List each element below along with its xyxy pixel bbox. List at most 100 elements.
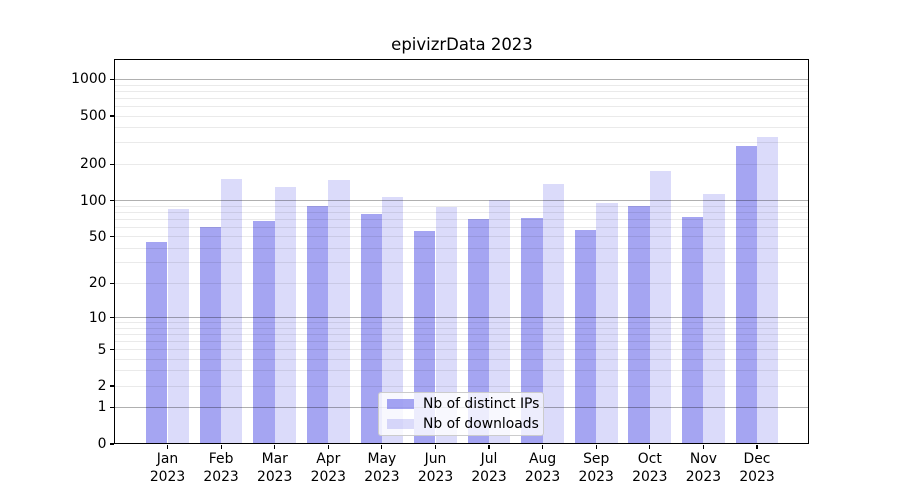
gridline-major [115,78,810,80]
gridline-minor [115,340,810,342]
bar-distinct-ips [306,206,329,444]
gridline-minor [115,115,810,117]
gridline-minor [115,333,810,335]
y-tick-label: 500 [79,108,107,124]
bar-distinct-ips [735,145,757,444]
y-tick-label: 200 [79,156,107,173]
y-tick-label: 5 [97,341,107,358]
gridline-minor [115,385,810,387]
legend-label-distinct-ips: Nb of distinct IPs [423,395,540,412]
x-axis-tick [756,444,758,449]
x-tick-label: Jan 2023 [149,451,186,485]
y-tick-label: 0 [97,436,107,452]
y-tick-label: 50 [88,228,107,245]
bar-distinct-ips [467,219,489,444]
y-tick-label: 20 [88,275,107,292]
bar-downloads [596,202,618,444]
gridline-minor [115,282,810,284]
gridline-minor [115,163,810,165]
x-axis-tick [702,444,704,449]
gridline-minor [115,370,810,372]
y-tick-label: 2 [97,378,107,394]
bar-downloads [435,207,457,444]
y-tick-label: 100 [79,192,107,209]
x-axis-tick [649,444,651,449]
bar-distinct-ips [199,227,222,444]
gridline-minor [115,218,810,220]
bar-downloads [489,200,511,444]
x-axis-tick [595,444,597,449]
gridline-minor [115,322,810,323]
y-tick-label: 1000 [71,71,107,88]
gridline-minor [115,211,810,213]
bar-downloads [167,209,189,444]
x-axis-tick [381,444,383,449]
y-axis-tick [110,235,114,238]
y-axis-tick [110,282,114,284]
y-axis-tick [110,78,114,80]
bar-distinct-ips [521,218,543,444]
x-tick-label: Dec 2023 [739,451,775,485]
bar-downloads [542,184,564,444]
y-tick-label: 10 [88,309,107,326]
bar-downloads [221,179,243,444]
bar-downloads [649,170,672,444]
x-axis-tick [274,444,276,449]
y-axis-tick [110,316,114,319]
legend: Nb of distinct IPs Nb of downloads [378,392,544,436]
y-axis-tick [110,443,114,445]
y-tick-label: 1 [97,399,107,416]
y-axis-tick [110,163,114,165]
y-axis-tick [110,115,114,117]
legend-row-downloads: Nb of downloads [387,416,543,433]
x-tick-label: Nov 2023 [685,451,722,485]
x-tick-label: Mar 2023 [257,451,293,485]
gridline-minor [115,262,810,264]
legend-swatch-downloads-icon [387,419,414,429]
gridline-minor [115,226,810,228]
chart-title: epivizrData 2023 [391,35,533,54]
x-axis-tick [434,444,437,449]
bar-distinct-ips [414,230,436,444]
y-axis-tick [110,385,114,387]
bar-downloads [381,196,404,444]
gridline-minor [115,97,810,99]
bar-downloads [328,180,350,444]
x-tick-label: Aug 2023 [524,451,561,485]
x-tick-label: Oct 2023 [632,451,668,485]
legend-label-downloads: Nb of downloads [423,415,539,432]
gridline-minor [115,90,810,92]
gridline-minor [115,127,810,129]
y-axis-tick [110,406,114,408]
bar-distinct-ips [682,216,704,444]
gridline-minor [115,236,810,237]
bar-downloads [757,136,779,444]
x-tick-label: Feb 2023 [203,451,239,485]
x-axis-tick [542,444,544,449]
gridline-major [115,200,810,201]
gridline-minor [115,205,810,207]
y-axis-tick [110,199,114,202]
bar-distinct-ips [146,242,168,444]
gridline-major [115,317,810,318]
bar-downloads [274,186,297,444]
bar-distinct-ips [253,221,275,444]
gridline-minor [115,349,810,350]
bar-distinct-ips [360,214,382,444]
legend-swatch-distinct-ips-icon [387,399,414,409]
gridline-minor [115,247,810,249]
x-tick-label: Sep 2023 [578,451,614,485]
x-axis-tick [327,444,329,449]
legend-row-distinct-ips: Nb of distinct IPs [387,396,543,413]
bar-distinct-ips [628,206,650,444]
bar-distinct-ips [574,229,597,444]
gridline-minor [115,327,810,329]
x-tick-label: Jul 2023 [471,451,507,485]
gridline-minor [115,142,810,144]
gridline-minor [115,358,810,360]
